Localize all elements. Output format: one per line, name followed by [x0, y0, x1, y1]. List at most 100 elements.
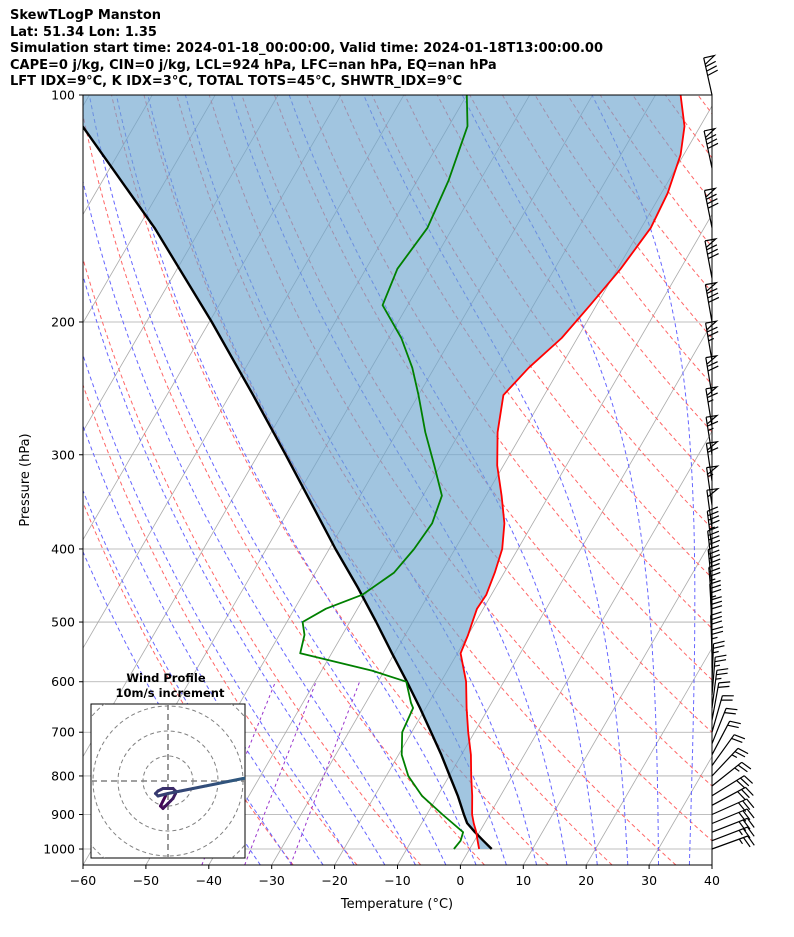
y-tick-label: 100: [51, 88, 75, 103]
x-axis-label: Temperature (°C): [340, 897, 453, 912]
isotherm-line: [83, 95, 216, 324]
x-tick-label: 20: [578, 873, 594, 888]
hodograph-trace-segment: [268, 771, 281, 774]
chart-header: SkewTLogP Manston Lat: 51.34 Lon: 1.35 S…: [10, 8, 780, 91]
hodograph-trace-segment: [179, 787, 195, 793]
dry-adiabat-line: [208, 95, 712, 842]
wind-barbs: [703, 54, 755, 850]
moist-adiabat-line: [83, 489, 293, 865]
moist-adiabat-line: [720, 95, 748, 865]
moist-adiabat-line: [83, 274, 386, 865]
wind-barb: [709, 579, 722, 623]
x-tick-label: 40: [704, 873, 720, 888]
wind-barb-glyph: [711, 761, 752, 787]
wind-barb: [711, 695, 734, 733]
hodograph-trace-segment: [281, 770, 294, 771]
dry-adiabat-line: [241, 95, 712, 787]
wind-barb-glyph: [711, 695, 734, 733]
wind-barb: [711, 668, 729, 709]
wind-barb-glyph: [703, 54, 718, 96]
wind-barb-glyph: [711, 707, 738, 744]
wind-barb: [703, 54, 718, 96]
wind-barb: [703, 187, 719, 228]
wind-barb: [704, 237, 719, 279]
indices-line-1: CAPE=0 j/kg, CIN=0 j/kg, LCL=924 hPa, LF…: [10, 57, 497, 73]
wind-barb-glyph: [704, 237, 719, 279]
wind-barb-glyph: [704, 281, 720, 323]
wind-barb-glyph: [711, 747, 749, 777]
y-tick-label: 300: [51, 447, 75, 462]
wind-barb-glyph: [711, 654, 727, 696]
x-tick-label: −20: [321, 873, 347, 888]
wind-barb-glyph: [705, 386, 719, 427]
dry-adiabat-line: [83, 257, 422, 865]
time-line: Simulation start time: 2024-01-18_00:00:…: [10, 41, 603, 57]
wind-barb-glyph: [706, 487, 720, 528]
y-tick-label: 600: [51, 674, 75, 689]
wind-barb: [711, 761, 752, 787]
wind-barb-glyph: [703, 187, 719, 228]
dry-adiabat-line: [176, 95, 677, 865]
x-tick-label: 0: [456, 873, 464, 888]
wind-barb-glyph: [709, 579, 722, 623]
hodograph-inset: Wind Profile 10m/s increment: [90, 671, 344, 859]
y-axis-label: Pressure (hPa): [18, 433, 33, 526]
moist-adiabat-line: [591, 95, 696, 865]
wind-barb: [711, 835, 755, 850]
hodograph-subtitle: 10m/s increment: [116, 686, 225, 700]
hodograph-trace-segment: [331, 765, 344, 766]
wind-barb-glyph: [711, 786, 754, 806]
dry-adiabat-line: [83, 112, 485, 865]
wind-barb: [707, 526, 721, 569]
mixing-ratio-line: [290, 681, 361, 865]
hodograph-trace-segment: [204, 782, 220, 788]
y-tick-label: 200: [51, 314, 75, 329]
wind-barb: [711, 720, 741, 756]
wind-barb: [711, 798, 755, 816]
x-tick-label: −40: [196, 873, 222, 888]
wind-barb-glyph: [711, 798, 755, 816]
wind-barb-glyph: [711, 826, 755, 842]
location-line: Lat: 51.34 Lon: 1.35: [10, 24, 157, 40]
wind-barb-glyph: [706, 506, 720, 550]
dewpoint-line: [299, 95, 469, 850]
wind-barb: [711, 808, 755, 825]
isotherm-line: [522, 538, 712, 865]
moist-adiabat-line: [461, 95, 659, 865]
dry-adiabat-line: [306, 95, 712, 681]
wind-barb: [711, 681, 731, 721]
y-tick-label: 400: [51, 541, 75, 556]
hodograph-trace-segment: [166, 789, 182, 795]
isotherm-line: [460, 430, 712, 865]
wind-barb-glyph: [711, 835, 755, 850]
mixing-ratio-line: [244, 681, 317, 865]
wind-barb: [711, 826, 755, 842]
chart-title: SkewTLogP Manston: [10, 8, 162, 23]
wind-barb: [711, 654, 727, 696]
dry-adiabat-line: [83, 383, 358, 865]
wind-barb: [711, 734, 746, 766]
wind-barb-glyph: [711, 808, 755, 825]
x-tick-label: −30: [259, 873, 285, 888]
wind-barb: [708, 562, 721, 606]
wind-barb: [711, 775, 754, 797]
isotherm-line: [585, 647, 712, 865]
wind-barb: [704, 281, 720, 323]
y-tick-label: 1000: [43, 842, 75, 857]
indices-line-2: LFT IDX=9°C, K IDX=3°C, TOTAL TOTS=45°C,…: [10, 74, 463, 90]
wind-barb: [711, 786, 754, 806]
hodograph-trace-segment: [293, 769, 306, 770]
wind-barb: [705, 414, 719, 455]
isotherm-line: [334, 213, 712, 865]
wind-barb: [705, 320, 719, 361]
hodograph-ring: [117, 730, 219, 832]
y-axis-ticks: 100 200 300 400 500 600 700 800 900 1000: [43, 88, 83, 857]
wind-barb: [711, 707, 738, 744]
wind-barb-glyph: [708, 562, 721, 606]
x-tick-label: −10: [384, 873, 410, 888]
dry-adiabat-line: [273, 95, 712, 734]
wind-barb-glyph: [711, 681, 731, 721]
wind-barb: [711, 817, 755, 833]
wind-barb-glyph: [705, 354, 719, 396]
